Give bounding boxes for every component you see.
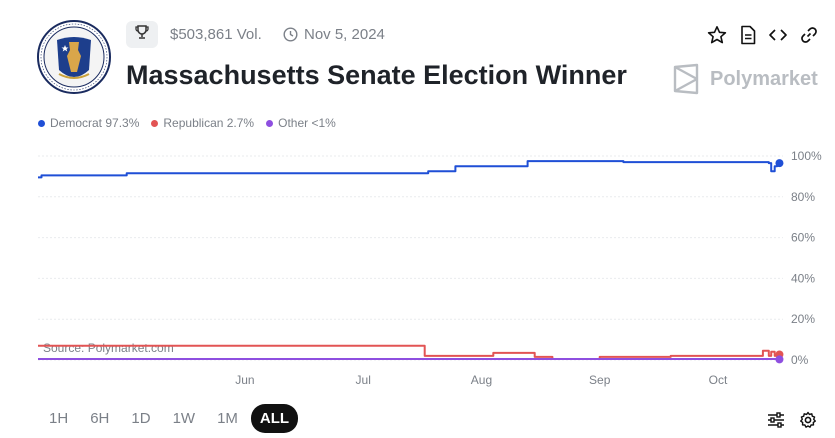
document-icon [741,25,756,45]
range-1m-button[interactable]: 1M [217,410,238,427]
legend-dot-democrat [38,119,45,127]
x-axis-labels: Jun Jul Aug Sep Oct [235,373,728,387]
end-date-text: Nov 5, 2024 [304,26,385,43]
polymarket-brand: Polymarket [672,63,818,95]
star-icon [707,25,727,44]
legend-dot-republican [151,119,159,127]
legend-label-republican: Republican 2.7% [163,116,255,130]
series-line-democrat [38,160,780,179]
legend-item-democrat: Democrat 97.3% [38,116,139,130]
star-button[interactable] [706,24,728,46]
y-axis-labels: 100% 80% 60% 40% 20% 0% [791,149,822,367]
clock-icon [283,27,298,42]
y-tick-label: 100% [791,149,822,163]
x-tick-label: Sep [589,373,611,387]
series-endpoint-other [775,355,784,364]
chart-source-label: Source: Polymarket.com [43,341,174,355]
document-button[interactable] [737,24,759,46]
copy-link-button[interactable] [798,24,820,46]
polymarket-logo-icon [673,63,699,95]
x-tick-label: Jul [356,373,371,387]
embed-code-button[interactable] [767,24,789,46]
code-icon [769,29,787,41]
x-tick-label: Oct [709,373,728,387]
y-tick-label: 20% [791,312,815,326]
gear-icon [800,411,816,428]
legend-label-democrat: Democrat 97.3% [50,116,140,130]
range-6h-button[interactable]: 6H [90,410,110,427]
legend-item-republican: Republican 2.7% [151,116,254,130]
chart-settings-button[interactable] [798,410,818,430]
chart-legend: Democrat 97.3% Republican 2.7% Other <1% [38,116,348,130]
range-1d-button[interactable]: 1D [131,410,151,427]
legend-label-other: Other <1% [278,116,336,130]
range-all-button[interactable]: ALL [250,404,299,433]
trophy-icon [134,24,150,45]
legend-dot-other [266,119,274,127]
massachusetts-seal-logo [37,20,111,94]
sliders-icon [768,412,784,428]
time-range-selector: 1H 6H 1D 1W 1M ALL [40,404,302,433]
chart-grid [38,155,783,361]
x-tick-label: Jun [235,373,254,387]
brand-name: Polymarket [710,67,818,90]
page-title: Massachusetts Senate Election Winner [126,60,627,90]
series-endpoint-democrat [775,159,784,168]
link-icon [801,27,817,43]
series-line-republican [38,344,781,360]
chart-series [38,159,784,364]
range-1h-button[interactable]: 1H [49,410,69,427]
chart-filters-button[interactable] [766,410,786,430]
legend-item-other: Other <1% [266,116,336,130]
trophy-button[interactable] [126,21,158,48]
y-tick-label: 40% [791,271,815,285]
probability-line-chart[interactable]: 100% 80% 60% 40% 20% 0% Jun Jul Aug Sep Oct Sourc… [0,140,835,395]
x-tick-label: Aug [471,373,492,387]
volume-text: $503,861 Vol. [170,26,262,43]
range-1w-button[interactable]: 1W [172,410,196,427]
y-tick-label: 60% [791,231,815,245]
y-tick-label: 0% [791,353,809,367]
y-tick-label: 80% [791,190,815,204]
